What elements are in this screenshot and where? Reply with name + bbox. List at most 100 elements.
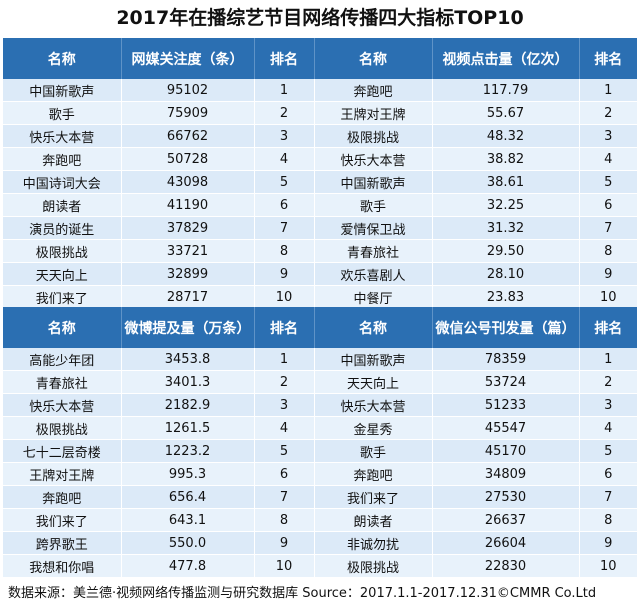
rank-cell: 7: [579, 485, 637, 509]
program-name-cell: 爱情保卫战: [314, 216, 433, 240]
table-row: 极限挑战 33721 8 青春旅社 29.50 8: [3, 239, 637, 263]
table-row: 我们来了 643.1 8 朗读者 26637 8: [3, 508, 637, 532]
rank-cell: 4: [254, 147, 315, 171]
bottom-header-row: 名称 微博提及量（万条） 排名 名称 微信公号刊发量（篇） 排名: [3, 307, 637, 348]
header-name: 名称: [3, 307, 122, 348]
rank-cell: 8: [579, 239, 637, 263]
table-row: 快乐大本营 2182.9 3 快乐大本营 51233 3: [3, 393, 637, 417]
rank-cell: 4: [579, 147, 637, 171]
value-cell: 29.50: [432, 239, 580, 263]
table-row: 我们来了 28717 10 中餐厅 23.83 10: [3, 285, 637, 309]
rank-cell: 8: [579, 508, 637, 532]
value-cell: 78359: [432, 348, 580, 371]
program-name-cell: 王牌对王牌: [314, 101, 433, 125]
table-row: 青春旅社 3401.3 2 天天向上 53724 2: [3, 370, 637, 394]
value-cell: 55.67: [432, 101, 580, 125]
chart-title: 2017年在播综艺节目网络传播四大指标TOP10: [116, 7, 524, 29]
value-cell: 38.82: [432, 147, 580, 171]
program-name-cell: 快乐大本营: [314, 147, 433, 171]
program-name-cell: 我想和你唱: [3, 554, 122, 578]
rank-cell: 3: [254, 124, 315, 148]
value-cell: 2182.9: [121, 393, 255, 417]
table-row: 王牌对王牌 995.3 6 奔跑吧 34809 6: [3, 462, 637, 486]
value-cell: 656.4: [121, 485, 255, 509]
rank-cell: 2: [579, 370, 637, 394]
program-name-cell: 中国新歌声: [3, 79, 122, 102]
value-cell: 477.8: [121, 554, 255, 578]
table-row: 七十二层奇楼 1223.2 5 歌手 45170 5: [3, 439, 637, 463]
table-row: 高能少年团 3453.8 1 中国新歌声 78359 1: [3, 348, 637, 371]
program-name-cell: 我们来了: [3, 508, 122, 532]
table-row: 极限挑战 1261.5 4 金星秀 45547 4: [3, 416, 637, 440]
header-video-clicks: 视频点击量（亿次）: [432, 38, 580, 79]
rank-cell: 10: [579, 285, 637, 309]
rank-cell: 7: [579, 216, 637, 240]
table-row: 天天向上 32899 9 欢乐喜剧人 28.10 9: [3, 262, 637, 286]
value-cell: 48.32: [432, 124, 580, 148]
value-cell: 31.32: [432, 216, 580, 240]
program-name-cell: 歌手: [3, 101, 122, 125]
value-cell: 1261.5: [121, 416, 255, 440]
program-name-cell: 快乐大本营: [3, 124, 122, 148]
program-name-cell: 中餐厅: [314, 285, 433, 309]
rank-cell: 4: [579, 416, 637, 440]
program-name-cell: 快乐大本营: [314, 393, 433, 417]
program-name-cell: 非诚勿扰: [314, 531, 433, 555]
value-cell: 33721: [121, 239, 255, 263]
program-name-cell: 跨界歌王: [3, 531, 122, 555]
rank-cell: 2: [579, 101, 637, 125]
program-name-cell: 中国新歌声: [314, 170, 433, 194]
rank-cell: 5: [254, 439, 315, 463]
program-name-cell: 青春旅社: [314, 239, 433, 263]
table-row: 朗读者 41190 6 歌手 32.25 6: [3, 193, 637, 217]
table-row: 跨界歌王 550.0 9 非诚勿扰 26604 9: [3, 531, 637, 555]
value-cell: 26637: [432, 508, 580, 532]
program-name-cell: 极限挑战: [314, 554, 433, 578]
rank-cell: 1: [579, 348, 637, 371]
header-rank: 排名: [254, 307, 315, 348]
value-cell: 66762: [121, 124, 255, 148]
program-name-cell: 天天向上: [3, 262, 122, 286]
program-name-cell: 演员的诞生: [3, 216, 122, 240]
value-cell: 41190: [121, 193, 255, 217]
rank-cell: 7: [254, 485, 315, 509]
value-cell: 117.79: [432, 79, 580, 102]
program-name-cell: 歌手: [314, 439, 433, 463]
rank-cell: 9: [579, 531, 637, 555]
rank-cell: 5: [254, 170, 315, 194]
table-row: 演员的诞生 37829 7 爱情保卫战 31.32 7: [3, 216, 637, 240]
program-name-cell: 天天向上: [314, 370, 433, 394]
rank-cell: 9: [254, 262, 315, 286]
program-name-cell: 极限挑战: [3, 416, 122, 440]
rank-cell: 6: [254, 193, 315, 217]
rank-cell: 3: [579, 393, 637, 417]
bottom-table: 名称 微博提及量（万条） 排名 名称 微信公号刊发量（篇） 排名 高能少年团 34…: [3, 307, 637, 578]
table-row: 中国诗词大会 43098 5 中国新歌声 38.61 5: [3, 170, 637, 194]
program-name-cell: 歌手: [314, 193, 433, 217]
rank-cell: 4: [254, 416, 315, 440]
table-row: 我想和你唱 477.8 10 极限挑战 22830 10: [3, 554, 637, 578]
header-name: 名称: [314, 307, 433, 348]
value-cell: 550.0: [121, 531, 255, 555]
header-wechat-posts: 微信公号刊发量（篇）: [432, 307, 580, 348]
value-cell: 45547: [432, 416, 580, 440]
header-rank: 排名: [579, 307, 637, 348]
value-cell: 28.10: [432, 262, 580, 286]
rank-cell: 8: [254, 508, 315, 532]
value-cell: 38.61: [432, 170, 580, 194]
program-name-cell: 奔跑吧: [314, 79, 433, 102]
value-cell: 1223.2: [121, 439, 255, 463]
rank-cell: 6: [254, 462, 315, 486]
value-cell: 95102: [121, 79, 255, 102]
value-cell: 995.3: [121, 462, 255, 486]
program-name-cell: 奔跑吧: [3, 147, 122, 171]
program-name-cell: 金星秀: [314, 416, 433, 440]
program-name-cell: 王牌对王牌: [3, 462, 122, 486]
top-table: 名称 网媒关注度（条） 排名 名称 视频点击量（亿次） 排名 中国新歌声 9510…: [3, 38, 637, 309]
value-cell: 27530: [432, 485, 580, 509]
rank-cell: 6: [579, 193, 637, 217]
value-cell: 28717: [121, 285, 255, 309]
top-header-row: 名称 网媒关注度（条） 排名 名称 视频点击量（亿次） 排名: [3, 38, 637, 79]
rank-cell: 3: [254, 393, 315, 417]
table-row: 中国新歌声 95102 1 奔跑吧 117.79 1: [3, 79, 637, 102]
